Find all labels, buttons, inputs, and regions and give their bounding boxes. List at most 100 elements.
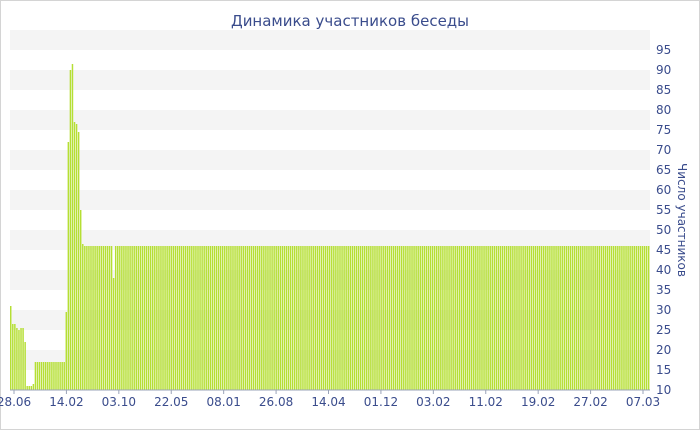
bar <box>351 246 354 390</box>
y-tick-label: 20 <box>656 343 671 357</box>
bar <box>528 246 531 390</box>
bar <box>619 246 621 390</box>
bar <box>224 246 226 390</box>
bar <box>186 246 189 390</box>
bar <box>10 306 12 390</box>
bar <box>643 246 646 390</box>
bar <box>627 246 629 390</box>
bar <box>82 244 84 390</box>
bar <box>88 246 90 390</box>
bar <box>47 362 49 390</box>
bar <box>522 246 524 390</box>
bar <box>423 246 426 390</box>
bar <box>215 246 218 390</box>
bar <box>516 246 518 390</box>
bar <box>621 246 623 390</box>
bar <box>567 246 570 390</box>
bar <box>59 362 61 390</box>
bar <box>71 64 74 390</box>
x-tick-label: 26.08 <box>259 395 293 409</box>
x-tick-label: 07.03 <box>626 395 660 409</box>
bar <box>180 246 183 390</box>
bar <box>318 246 321 390</box>
bar <box>77 132 80 390</box>
bar <box>244 246 247 390</box>
bar <box>254 246 257 390</box>
bar <box>363 246 366 390</box>
bar <box>361 246 364 390</box>
bar <box>555 246 557 390</box>
bar <box>598 246 601 390</box>
bar <box>263 246 265 390</box>
bar <box>475 246 477 390</box>
bar <box>289 246 292 390</box>
bar <box>320 246 323 390</box>
bar <box>625 246 627 390</box>
bar <box>571 246 574 390</box>
bar <box>291 246 294 390</box>
bar <box>316 246 319 390</box>
bar <box>67 142 70 390</box>
bar <box>296 246 298 390</box>
bar <box>135 246 137 390</box>
bar <box>569 246 572 390</box>
y-tick-label: 25 <box>656 323 671 337</box>
bar <box>468 246 471 390</box>
bar <box>372 246 374 390</box>
x-tick-label: 14.02 <box>49 395 83 409</box>
bar <box>94 246 96 390</box>
bar <box>440 246 442 390</box>
bar <box>631 246 633 390</box>
bar <box>90 246 92 390</box>
bar <box>51 362 53 390</box>
bar <box>450 246 452 390</box>
bar <box>499 246 502 390</box>
grid-band <box>10 30 650 50</box>
bar <box>411 246 413 390</box>
bar <box>86 246 88 390</box>
grid-band <box>10 230 650 250</box>
bar <box>119 246 121 390</box>
bar <box>98 246 100 390</box>
bar <box>386 246 389 390</box>
bar <box>106 246 109 390</box>
bar <box>123 246 125 390</box>
bar <box>22 328 24 390</box>
bar <box>590 246 592 390</box>
bar <box>156 246 158 390</box>
bar <box>454 246 456 390</box>
bar <box>370 246 372 390</box>
bar <box>353 246 356 390</box>
bar <box>184 246 187 390</box>
bar <box>147 246 150 390</box>
bar <box>349 246 352 390</box>
bar <box>143 246 146 390</box>
bar <box>374 246 376 390</box>
bar <box>240 246 242 390</box>
chart-title: Динамика участников беседы <box>230 12 470 30</box>
y-tick-label: 65 <box>656 163 671 177</box>
bar <box>65 312 68 390</box>
bar <box>246 246 249 390</box>
bar <box>34 362 37 390</box>
y-tick-label: 95 <box>656 43 671 57</box>
bar <box>623 246 625 390</box>
bar <box>608 246 611 390</box>
bar <box>561 246 563 390</box>
bar <box>30 386 33 390</box>
bar <box>104 246 107 390</box>
bar <box>641 246 644 390</box>
bar <box>108 246 111 390</box>
bar <box>92 246 94 390</box>
bar <box>403 246 405 390</box>
bar <box>557 246 559 390</box>
bar <box>378 246 380 390</box>
bar <box>57 362 59 390</box>
bar <box>473 246 475 390</box>
bar <box>405 246 407 390</box>
bar <box>137 246 140 390</box>
bar <box>355 246 358 390</box>
y-tick-label: 70 <box>656 143 671 157</box>
bar <box>125 246 127 390</box>
bar <box>164 246 166 390</box>
